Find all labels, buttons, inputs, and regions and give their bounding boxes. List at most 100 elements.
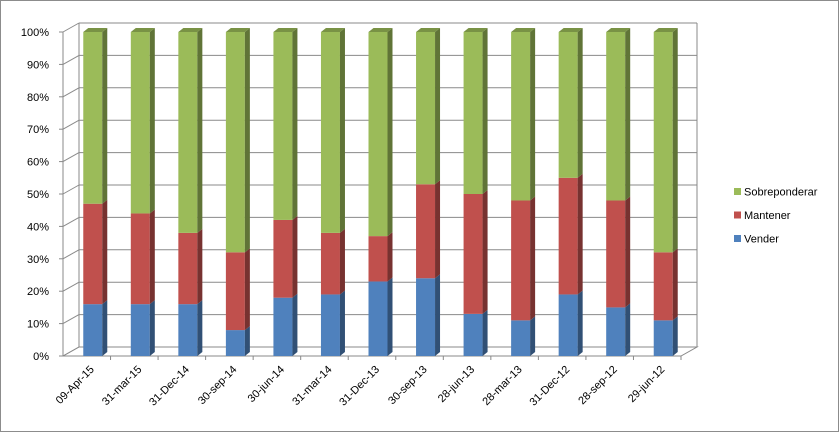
bar-side-mantener — [672, 248, 678, 321]
bar-segment-vender[interactable] — [130, 304, 150, 356]
bar-segment-vender[interactable] — [653, 320, 673, 356]
x-category-label: 28-mar-13 — [480, 364, 524, 408]
bar-side-sobreponderar — [577, 28, 583, 178]
bar-segment-sobreponderar[interactable] — [558, 32, 578, 178]
bar-side-vender — [149, 300, 155, 356]
y-tick-label: 10% — [27, 319, 49, 331]
bar-top — [558, 28, 583, 32]
y-tick-label: 90% — [27, 59, 49, 71]
bar-segment-sobreponderar[interactable] — [368, 32, 388, 237]
bar-top — [416, 28, 441, 32]
bar-side-vender — [577, 290, 583, 356]
x-category-label: 30-jun-14 — [246, 364, 287, 405]
x-category-label: 29-jun-12 — [626, 364, 667, 405]
bar-top — [653, 28, 678, 32]
bar-side-sobreponderar — [102, 28, 108, 204]
bar-top — [463, 28, 488, 32]
gridline-side — [62, 119, 80, 130]
bar-side-sobreponderar — [149, 28, 155, 214]
bar-segment-mantener[interactable] — [558, 177, 578, 295]
gridline-side — [62, 152, 80, 163]
bar-side-vender — [387, 277, 393, 356]
legend-label-mantener: Mantener — [744, 210, 791, 222]
bar-segment-vender[interactable] — [463, 313, 483, 356]
y-tick-label: 50% — [27, 189, 49, 201]
bar-top — [130, 28, 155, 32]
bar-segment-mantener[interactable] — [463, 194, 483, 314]
bar-segment-vender[interactable] — [368, 281, 388, 356]
bar-segment-sobreponderar[interactable] — [511, 32, 531, 201]
bar-side-vender — [482, 309, 488, 356]
bar-segment-vender[interactable] — [320, 294, 340, 356]
bar-segment-sobreponderar[interactable] — [225, 32, 245, 253]
bar-segment-sobreponderar[interactable] — [416, 32, 436, 185]
x-category-label: 31-mar-14 — [290, 364, 334, 408]
bar-side-mantener — [482, 190, 488, 314]
bar-side-sobreponderar — [197, 28, 203, 233]
gridline-side — [62, 87, 80, 98]
bar-segment-mantener[interactable] — [225, 252, 245, 331]
bar-segment-sobreponderar[interactable] — [463, 32, 483, 194]
bar-segment-sobreponderar[interactable] — [130, 32, 150, 214]
y-tick-label: 30% — [27, 254, 49, 266]
gridline-side — [62, 54, 80, 65]
bar-segment-vender[interactable] — [606, 307, 626, 356]
bar-segment-mantener[interactable] — [178, 232, 198, 305]
bar-side-vender — [292, 293, 298, 356]
bar-side-mantener — [387, 232, 393, 282]
bar-segment-mantener[interactable] — [273, 219, 293, 298]
y-tick-label: 60% — [27, 157, 49, 169]
legend-swatch-vender — [734, 235, 741, 242]
bar-segment-vender[interactable] — [83, 304, 103, 356]
bar-top — [225, 28, 250, 32]
bar-segment-vender[interactable] — [416, 278, 436, 356]
bar-segment-vender[interactable] — [511, 320, 531, 356]
bar-side-sobreponderar — [387, 28, 393, 237]
bar-side-sobreponderar — [672, 28, 678, 253]
bar-top — [273, 28, 298, 32]
y-tick-label: 80% — [27, 92, 49, 104]
y-tick-label: 70% — [27, 124, 49, 136]
x-category-label: 31-Dec-14 — [147, 364, 192, 409]
bar-side-vender — [244, 326, 250, 356]
bar-side-sobreponderar — [435, 28, 441, 185]
bar-segment-sobreponderar[interactable] — [606, 32, 626, 201]
bar-side-mantener — [625, 196, 631, 308]
x-category-label: 31-Dec-13 — [337, 364, 382, 409]
bar-side-sobreponderar — [244, 28, 250, 253]
bar-segment-mantener[interactable] — [416, 184, 436, 279]
bar-side-mantener — [292, 215, 298, 298]
bar-segment-mantener[interactable] — [130, 213, 150, 305]
bar-segment-mantener[interactable] — [320, 232, 340, 295]
y-tick-label: 20% — [27, 286, 49, 298]
bar-segment-mantener[interactable] — [511, 200, 531, 321]
bar-segment-vender[interactable] — [558, 294, 578, 356]
bar-segment-vender[interactable] — [225, 330, 245, 356]
gridline-side — [62, 216, 80, 227]
y-tick-label: 40% — [27, 221, 49, 233]
bar-segment-vender[interactable] — [178, 304, 198, 356]
bar-side-sobreponderar — [482, 28, 488, 194]
x-category-label: 30-sep-13 — [386, 364, 430, 408]
bar-segment-vender[interactable] — [273, 297, 293, 356]
bar-side-mantener — [197, 228, 203, 305]
bar-segment-sobreponderar[interactable] — [320, 32, 340, 233]
bar-segment-mantener[interactable] — [83, 203, 103, 305]
bar-side-sobreponderar — [339, 28, 345, 233]
bar-segment-mantener[interactable] — [606, 200, 626, 308]
bar-side-mantener — [530, 196, 536, 321]
bar-segment-mantener[interactable] — [653, 252, 673, 321]
gridline-side — [62, 22, 80, 33]
bar-side-vender — [339, 290, 345, 356]
bar-segment-sobreponderar[interactable] — [273, 32, 293, 220]
bar-segment-sobreponderar[interactable] — [653, 32, 673, 253]
y-tick-label: 0% — [33, 351, 49, 363]
bar-segment-sobreponderar[interactable] — [178, 32, 198, 233]
bar-segment-mantener[interactable] — [368, 236, 388, 282]
bar-segment-sobreponderar[interactable] — [83, 32, 103, 204]
bar-top — [178, 28, 203, 32]
bar-side-vender — [625, 303, 631, 356]
bar-side-vender — [435, 274, 441, 356]
